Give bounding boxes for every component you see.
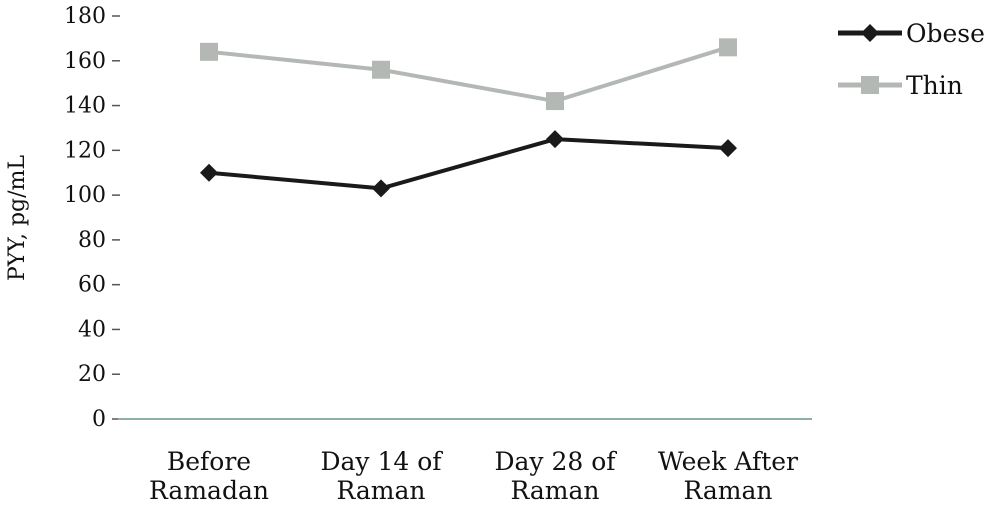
- legend-marker-obese: [861, 24, 879, 42]
- data-point-obese: [200, 163, 218, 182]
- y-tick-label: 160: [64, 49, 106, 74]
- y-axis-label-group: PYY, pg/mL: [5, 155, 30, 281]
- legend-item-thin: Thin: [838, 71, 963, 100]
- data-point-thin: [546, 92, 564, 111]
- series-line-obese: [208, 137, 729, 191]
- x-category-label: Day 28 of: [494, 447, 617, 476]
- y-axis: 0 20 40 60 80 100 120 140 160 180: [64, 4, 120, 432]
- y-tick-label: 0: [92, 407, 106, 432]
- legend-item-obese: Obese: [838, 19, 985, 48]
- data-point-obese: [546, 130, 564, 149]
- y-tick-label: 80: [78, 228, 106, 253]
- data-point-thin: [200, 42, 218, 61]
- y-tick-label: 60: [78, 273, 106, 298]
- series-thin: [200, 38, 737, 111]
- y-tick-label: 40: [78, 317, 106, 342]
- x-category-label: Day 14 of: [320, 447, 443, 476]
- series-line-thin: [208, 45, 729, 104]
- x-category-label: Before: [167, 447, 251, 476]
- data-point-obese: [719, 139, 737, 158]
- legend-marker-thin: [861, 76, 879, 94]
- x-category-label: Raman: [336, 476, 425, 505]
- series-obese: [200, 130, 737, 198]
- x-category-label: Raman: [510, 476, 599, 505]
- legend: Obese Thin: [838, 19, 985, 100]
- x-category-label: Raman: [683, 476, 772, 505]
- y-tick-label: 20: [78, 362, 106, 387]
- data-point-thin: [372, 60, 390, 79]
- legend-label-thin: Thin: [906, 71, 963, 100]
- y-axis-label: PYY, pg/mL: [5, 155, 30, 281]
- data-point-thin: [719, 38, 737, 57]
- y-tick-label: 100: [64, 183, 106, 208]
- y-tick-label: 180: [64, 4, 106, 29]
- data-point-obese: [372, 179, 390, 198]
- y-tick-label: 120: [64, 138, 106, 163]
- legend-label-obese: Obese: [906, 19, 985, 48]
- x-category-label: Ramadan: [149, 476, 269, 505]
- series-group: [200, 38, 737, 198]
- y-tick-label: 140: [64, 94, 106, 119]
- x-category-label: Week After: [658, 447, 798, 476]
